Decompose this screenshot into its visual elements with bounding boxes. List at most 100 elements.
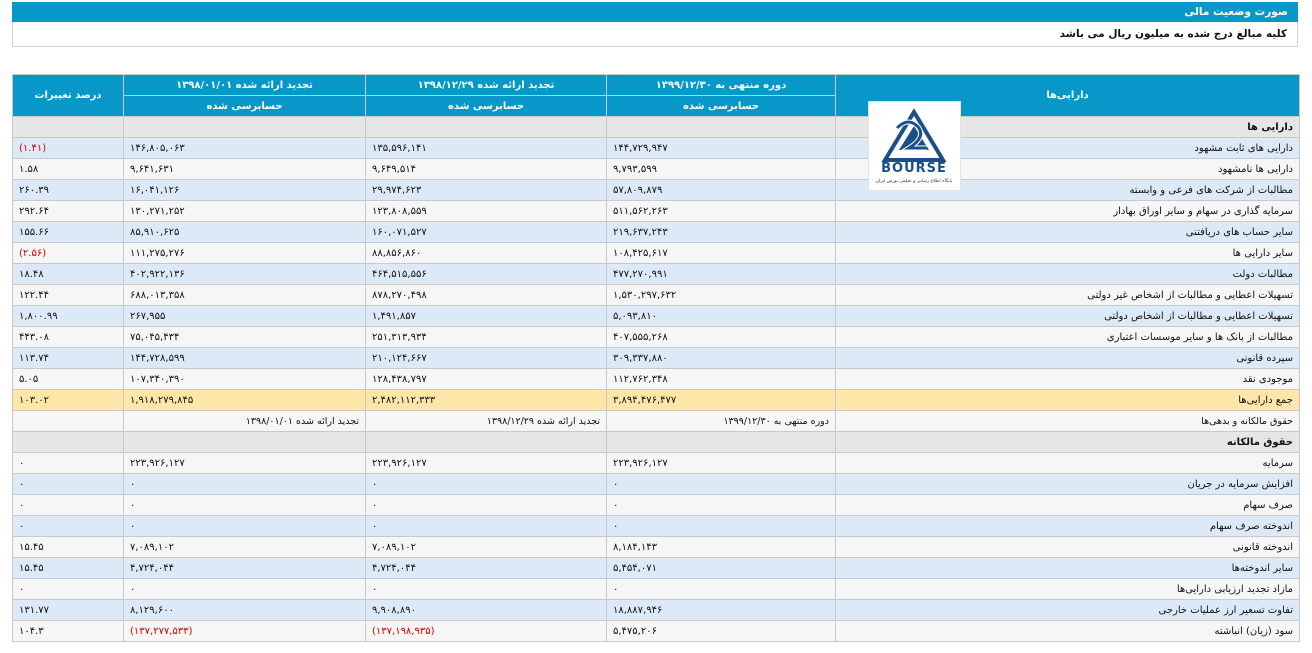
cell-v1: ۹,۷۹۳,۵۹۹ — [606, 158, 836, 180]
cell-v1: ۰ — [606, 494, 836, 516]
table-row: ۴۴۳.۰۸ ۷۵,۰۴۵,۴۳۴ ۲۵۱,۳۱۳,۹۳۴ ۴۰۷,۵۵۵,۲۶۸ مط… — [12, 326, 1300, 348]
cell-v2: ۰ — [365, 473, 607, 495]
cell-v3: ۱۴۶,۸۰۵,۰۶۳ — [123, 137, 366, 159]
cell-v4: ۴۴۳.۰۸ — [12, 326, 124, 348]
cell-v4: ۱۵.۴۵ — [12, 536, 124, 558]
cell-v1: ۸,۱۸۴,۱۴۳ — [606, 536, 836, 558]
cell-v3: ۴۰۲,۹۲۲,۱۳۶ — [123, 263, 366, 285]
cell-v1: ۰ — [606, 578, 836, 600]
cell-v1: ۵۷,۸۰۹,۸۷۹ — [606, 179, 836, 201]
table-row: ۱,۸۰۰.۹۹ ۲۶۷,۹۵۵ ۱,۴۹۱,۸۵۷ ۵,۰۹۳,۸۱۰ تسهیلات… — [12, 305, 1300, 327]
table-row: ۵.۰۵ ۱۰۷,۳۴۰,۳۹۰ ۱۲۸,۴۳۸,۷۹۷ ۱۱۲,۷۶۲,۳۴۸ موج… — [12, 368, 1300, 390]
cell-v4: ۲۶۰.۳۹ — [12, 179, 124, 201]
section-title: حقوق مالکانه — [835, 431, 1300, 453]
cell-v4: ۱,۸۰۰.۹۹ — [12, 305, 124, 327]
header-col3: تجدید ارائه شده ۱۳۹۸/۰۱/۰۱ — [123, 74, 366, 96]
cell-v2: تجدید ارائه شده ۱۳۹۸/۱۲/۲۹ — [365, 410, 607, 432]
cell-v1: ۱۸,۸۸۷,۹۴۶ — [606, 599, 836, 621]
table-row: ۱.۵۸ ۹,۶۴۱,۶۳۱ ۹,۶۴۹,۵۱۴ ۹,۷۹۳,۵۹۹ دارایی ها… — [12, 158, 1300, 180]
cell-v2: ۲۱۰,۱۲۴,۶۶۷ — [365, 347, 607, 369]
bourse-logo: BOURSE پایگاه اطلاع رسانی و تحلیلی بورس … — [868, 101, 961, 191]
cell-v4 — [12, 410, 124, 432]
table-row: (۱.۴۱) ۱۴۶,۸۰۵,۰۶۳ ۱۳۵,۵۹۶,۱۴۱ ۱۴۴,۷۲۹,۹۴۷ د… — [12, 137, 1300, 159]
cell-v2: ۱۳۵,۵۹۶,۱۴۱ — [365, 137, 607, 159]
row-label: سایر حساب های دریافتنی — [835, 221, 1300, 243]
units-note: کلیه مبالغ درج شده به میلیون ریال می باش… — [1059, 28, 1287, 40]
table-row: ۰ ۰ ۰ ۰ صرف سهام — [12, 494, 1300, 516]
cell-v1: ۵,۴۷۵,۲۰۶ — [606, 620, 836, 642]
table-header-row: درصد تغییرات تجدید ارائه شده ۱۳۹۸/۰۱/۰۱ … — [12, 74, 1300, 117]
section-empty-cell — [123, 116, 366, 138]
row-label: سایر دارایی ها — [835, 242, 1300, 264]
table-row: ۰ ۰ ۰ ۰ مازاد تجدید ارزیابی دارایی‌ها — [12, 578, 1300, 600]
table-row: (۲.۵۶) ۱۱۱,۲۷۵,۲۷۶ ۸۸,۸۵۶,۸۶۰ ۱۰۸,۴۲۵,۶۱۷ سا… — [12, 242, 1300, 264]
cell-v1: ۴۷۷,۲۷۰,۹۹۱ — [606, 263, 836, 285]
cell-v2: ۰ — [365, 494, 607, 516]
cell-v1: دوره منتهی به ۱۳۹۹/۱۲/۳۰ — [606, 410, 836, 432]
table-row: ۱۲۲.۴۴ ۶۸۸,۰۱۳,۳۵۸ ۸۷۸,۲۷۰,۴۹۸ ۱,۵۳۰,۲۹۷,۶۳… — [12, 284, 1300, 306]
cell-v2: ۱,۴۹۱,۸۵۷ — [365, 305, 607, 327]
table-row: ۱۳۱.۷۷ ۸,۱۲۹,۶۰۰ ۹,۹۰۸,۸۹۰ ۱۸,۸۸۷,۹۴۶ تفاوت … — [12, 599, 1300, 621]
cell-v4: ۱۱۳.۷۴ — [12, 347, 124, 369]
table-row: ۰ ۰ ۰ ۰ افزایش سرمایه در جریان — [12, 473, 1300, 495]
row-label: مطالبات از بانک ها و سایر موسسات اعتباری — [835, 326, 1300, 348]
table-row: ۲۹۲.۶۴ ۱۳۰,۲۷۱,۲۵۲ ۱۲۳,۸۰۸,۵۵۹ ۵۱۱,۵۶۲,۲۶۳ س… — [12, 200, 1300, 222]
row-label: صرف سهام — [835, 494, 1300, 516]
row-label: موجودی نقد — [835, 368, 1300, 390]
header-change-percent: درصد تغییرات — [12, 74, 124, 117]
cell-v4: ۱۲۲.۴۴ — [12, 284, 124, 306]
cell-v2: ۴۶۴,۵۱۵,۵۵۶ — [365, 263, 607, 285]
table-row: ۱۱۳.۷۴ ۱۴۴,۷۲۸,۵۹۹ ۲۱۰,۱۲۴,۶۶۷ ۳۰۹,۳۳۷,۸۸۰ س… — [12, 347, 1300, 369]
table-row: ۱۵۵.۶۶ ۸۵,۹۱۰,۶۲۵ ۱۶۰,۰۷۱,۵۲۷ ۲۱۹,۶۳۷,۲۴۳ سا… — [12, 221, 1300, 243]
page-title: صورت وضعیت مالی — [1184, 6, 1288, 18]
row-label: سرمایه گذاری در سهام و سایر اوراق بهادار — [835, 200, 1300, 222]
section-empty-cell — [365, 116, 607, 138]
units-note-bar: کلیه مبالغ درج شده به میلیون ریال می باش… — [12, 22, 1298, 47]
cell-v2: ۲۹,۹۷۴,۶۲۳ — [365, 179, 607, 201]
cell-v4: ۰ — [12, 473, 124, 495]
header-col2: تجدید ارائه شده ۱۳۹۸/۱۲/۲۹ — [365, 74, 607, 96]
cell-v4: ۲۹۲.۶۴ — [12, 200, 124, 222]
cell-v3: ۱۱۱,۲۷۵,۲۷۶ — [123, 242, 366, 264]
cell-v2: ۲۲۳,۹۲۶,۱۲۷ — [365, 452, 607, 474]
cell-v3: ۲۲۳,۹۲۶,۱۲۷ — [123, 452, 366, 474]
row-label: اندوخته صرف سهام — [835, 515, 1300, 537]
cell-v4: ۱۰۳.۰۲ — [12, 389, 124, 411]
table-row: ۱۵.۴۵ ۴,۷۲۴,۰۴۴ ۴,۷۲۴,۰۴۴ ۵,۴۵۴,۰۷۱ سایر اند… — [12, 557, 1300, 579]
cell-v3: ۰ — [123, 515, 366, 537]
cell-v1: ۵۱۱,۵۶۲,۲۶۳ — [606, 200, 836, 222]
section-empty-cell — [12, 431, 124, 453]
cell-v3: تجدید ارائه شده ۱۳۹۸/۰۱/۰۱ — [123, 410, 366, 432]
cell-v3: ۰ — [123, 494, 366, 516]
cell-v4: ۵.۰۵ — [12, 368, 124, 390]
cell-v4: (۱.۴۱) — [12, 137, 124, 159]
cell-v3: ۱,۹۱۸,۲۷۹,۸۴۵ — [123, 389, 366, 411]
row-label: سرمایه — [835, 452, 1300, 474]
cell-v4: (۲.۵۶) — [12, 242, 124, 264]
section-empty-cell — [123, 431, 366, 453]
cell-v2: ۹,۶۴۹,۵۱۴ — [365, 158, 607, 180]
section-empty-cell — [365, 431, 607, 453]
row-label: سود (زیان) انباشته — [835, 620, 1300, 642]
cell-v4: ۰ — [12, 578, 124, 600]
cell-v3: ۷,۰۸۹,۱۰۲ — [123, 536, 366, 558]
cell-v4: ۰ — [12, 494, 124, 516]
cell-v2: ۹,۹۰۸,۸۹۰ — [365, 599, 607, 621]
cell-v4: ۱۵.۴۵ — [12, 557, 124, 579]
row-label: سپرده قانونی — [835, 347, 1300, 369]
cell-v2: ۱۲۳,۸۰۸,۵۵۹ — [365, 200, 607, 222]
table-row: ۱۸.۴۸ ۴۰۲,۹۲۲,۱۳۶ ۴۶۴,۵۱۵,۵۵۶ ۴۷۷,۲۷۰,۹۹۱ مط… — [12, 263, 1300, 285]
cell-v1: ۱۰۸,۴۲۵,۶۱۷ — [606, 242, 836, 264]
cell-v2: ۴,۷۲۴,۰۴۴ — [365, 557, 607, 579]
cell-v3: (۱۳۷,۲۷۷,۵۳۳) — [123, 620, 366, 642]
row-label: مازاد تجدید ارزیابی دارایی‌ها — [835, 578, 1300, 600]
logo-wordmark: BOURSE — [881, 161, 947, 176]
row-label: جمع دارایی‌ها — [835, 389, 1300, 411]
cell-v2: ۲۵۱,۳۱۳,۹۳۴ — [365, 326, 607, 348]
page-title-bar: صورت وضعیت مالی — [12, 2, 1298, 22]
row-label: افزایش سرمایه در جریان — [835, 473, 1300, 495]
cell-v2: ۰ — [365, 515, 607, 537]
cell-v4: ۱۸.۴۸ — [12, 263, 124, 285]
cell-v1: ۱,۵۳۰,۲۹۷,۶۳۲ — [606, 284, 836, 306]
bourse-logo-mark: BOURSE پایگاه اطلاع رسانی و تحلیلی بورس … — [876, 108, 953, 184]
